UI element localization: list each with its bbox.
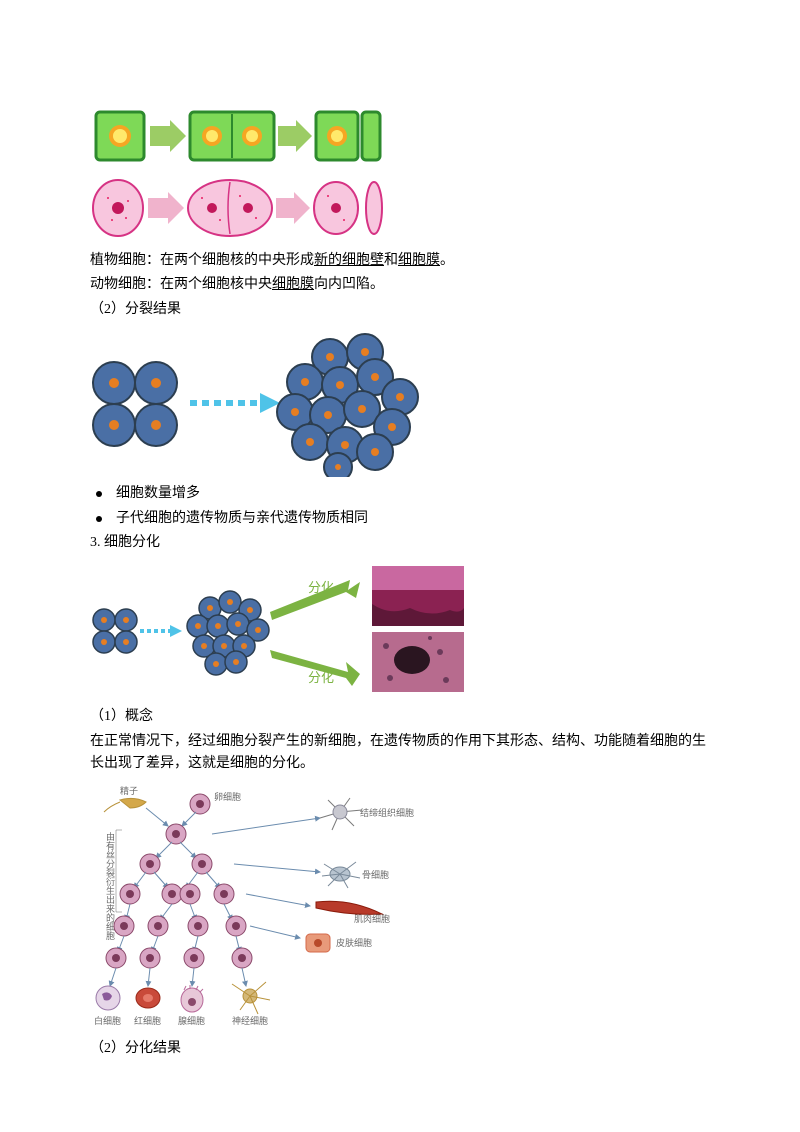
arrow-label: 分化 (308, 670, 334, 685)
green-arrow-1: 分化 (270, 580, 360, 620)
label-rbc: 红细胞 (134, 1015, 161, 1026)
arrow-icon (278, 120, 312, 152)
animal-cell-2 (188, 180, 272, 236)
figure-cell-division (90, 106, 710, 244)
label-gland: 腺细胞 (178, 1015, 205, 1026)
bullet-icon (96, 516, 102, 522)
result2-title: （2）分化结果 (90, 1038, 710, 1060)
figure-division-result (90, 327, 710, 477)
cells-before (93, 609, 137, 653)
label-vertical: 由有丝分裂衍生出来的细胞 (105, 830, 115, 940)
animal-cell-1 (93, 180, 143, 236)
animal-cell-text: 动物细胞：在两个细胞核中央细胞膜向内凹陷。 (90, 274, 710, 296)
bullet-item: 细胞数量增多 (96, 483, 710, 505)
underline-text: 细胞膜 (272, 277, 314, 292)
concept-body: 在正常情况下，经过细胞分裂产生的新细胞，在遗传物质的作用下其形态、结构、功能随着… (90, 731, 710, 776)
green-arrow-2: 分化 (270, 650, 360, 686)
figure-differentiation: 分化 分化 (90, 560, 710, 700)
label-connective: 结缔组织细胞 (360, 807, 414, 818)
connective-cell (320, 798, 362, 830)
label-muscle: 肌肉细胞 (354, 913, 390, 924)
bullet-icon (96, 491, 102, 497)
dotted-arrow-icon (140, 625, 182, 637)
bone-cell (322, 862, 360, 888)
plant-cell-1 (96, 112, 144, 160)
text-span: 动物细胞：在两个细胞核中央 (90, 277, 272, 292)
cell-cluster (187, 591, 269, 675)
tissue-image-2 (372, 632, 464, 692)
plant-cell-3 (316, 112, 380, 160)
underline-text: 细胞膜 (398, 253, 440, 268)
figure-lineage-tree: 精子 卵细胞 由有丝分裂衍生出来的细胞 白细胞 红细胞 腺细胞 (90, 782, 710, 1032)
text-span: 植物细胞：在两个细胞核的中央形成 (90, 253, 314, 268)
bullet-text: 细胞数量增多 (116, 483, 200, 505)
cells-after (277, 334, 418, 477)
plant-cell-2 (190, 112, 274, 160)
label-sperm: 精子 (120, 785, 138, 796)
underline-text: 新的细胞壁 (314, 253, 384, 268)
label-skin: 皮肤细胞 (336, 937, 372, 948)
cells-before (93, 362, 177, 446)
arrow-icon (148, 192, 184, 224)
arrow-icon (150, 120, 186, 152)
text-span: 。 (440, 253, 454, 268)
arrow-icon (276, 192, 310, 224)
arrow-label: 分化 (308, 580, 334, 595)
label-wbc: 白细胞 (94, 1015, 121, 1026)
tissue-image-1 (372, 566, 464, 626)
result-title: （2）分裂结果 (90, 299, 710, 321)
bullet-text: 子代细胞的遗传物质与亲代遗传物质相同 (116, 508, 368, 530)
animal-cell-3 (314, 182, 382, 234)
text-span: 和 (384, 253, 398, 268)
label-neuron: 神经细胞 (232, 1015, 268, 1026)
dotted-arrow-icon (190, 393, 280, 413)
section-3-title: 3. 细胞分化 (90, 532, 710, 554)
label-bone: 骨细胞 (362, 869, 389, 880)
text-span: 向内凹陷。 (314, 277, 384, 292)
bullet-item: 子代细胞的遗传物质与亲代遗传物质相同 (96, 508, 710, 530)
concept-title: （1）概念 (90, 706, 710, 728)
label-egg: 卵细胞 (214, 791, 241, 802)
neuron-cell (232, 982, 270, 1014)
plant-cell-text: 植物细胞：在两个细胞核的中央形成新的细胞壁和细胞膜。 (90, 250, 710, 272)
